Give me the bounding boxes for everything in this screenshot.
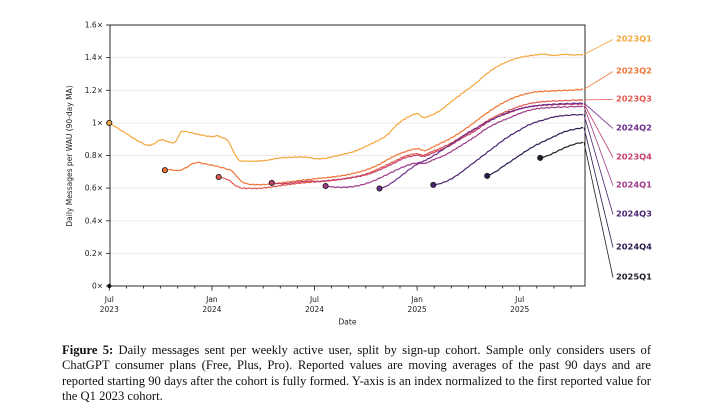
series-label-2024Q1: 2024Q1 <box>616 180 652 190</box>
figure-caption: Figure 5: Daily messages sent per weekly… <box>62 343 651 405</box>
start-marker-2023Q2 <box>162 168 167 173</box>
y-tick-label: 0.8× <box>85 151 103 160</box>
x-tick-label-month: Jul <box>104 295 114 304</box>
series-label-2024Q4: 2024Q4 <box>616 242 652 252</box>
y-axis-title: Daily Messages per WAU (90-day MA) <box>65 85 74 226</box>
y-tick-label: 0.6× <box>85 184 103 193</box>
caption-label: Figure 5: <box>62 343 113 357</box>
start-marker-2023Q4 <box>269 180 274 185</box>
y-tick-label: 0.4× <box>85 216 103 225</box>
x-tick-label-year: 2024 <box>305 305 324 314</box>
y-tick-label: 1.4× <box>85 53 103 62</box>
x-tick-label-year: 2024 <box>202 305 221 314</box>
start-marker-2024Q2 <box>377 186 382 191</box>
series-line-2023Q4 <box>272 104 583 185</box>
leader-line-2025Q1 <box>584 142 613 277</box>
start-marker-2025Q1 <box>538 155 543 160</box>
y-tick-label: 1.2× <box>85 86 103 95</box>
caption-text: Daily messages sent per weekly active us… <box>62 343 651 403</box>
leader-line-2023Q2 <box>584 72 613 90</box>
x-tick-label-month: Jan <box>410 295 423 304</box>
series-line-2024Q4 <box>487 128 583 176</box>
leader-line-2023Q1 <box>584 40 613 55</box>
series-label-2024Q2: 2024Q2 <box>616 123 652 133</box>
y-tick-label: 1.6× <box>85 21 103 30</box>
series-label-2023Q1: 2023Q1 <box>616 34 652 44</box>
series-line-2023Q1 <box>109 54 583 162</box>
series-label-2025Q1: 2025Q1 <box>616 272 652 282</box>
y-tick-label: 0.2× <box>85 249 103 258</box>
series-label-2023Q3: 2023Q3 <box>616 94 652 104</box>
x-tick-label-year: 2023 <box>100 305 119 314</box>
y-tick-label: 1× <box>92 119 103 128</box>
series-label-2024Q3: 2024Q3 <box>616 209 652 219</box>
x-tick-label-year: 2025 <box>510 305 529 314</box>
start-marker-2023Q3 <box>216 174 221 179</box>
leader-line-2024Q3 <box>584 115 613 215</box>
start-marker-2024Q4 <box>485 173 490 178</box>
x-axis-title: Date <box>339 318 357 327</box>
origin-dot <box>107 284 111 288</box>
y-tick-label: 0× <box>92 282 103 291</box>
start-marker-2023Q1 <box>107 120 112 125</box>
chart-canvas: 0×0.2×0.4×0.6×0.8×1×1.2×1.4×1.6×Jul2023J… <box>0 0 711 338</box>
x-tick-label-month: Jul <box>514 295 524 304</box>
start-marker-2024Q3 <box>431 182 436 187</box>
x-tick-label-month: Jan <box>205 295 218 304</box>
series-label-2023Q4: 2023Q4 <box>616 152 652 162</box>
series-label-2023Q2: 2023Q2 <box>616 66 652 76</box>
start-marker-2024Q1 <box>323 183 328 188</box>
x-tick-label-year: 2025 <box>408 305 427 314</box>
x-tick-label-month: Jul <box>309 295 319 304</box>
leader-line-2024Q2 <box>584 103 613 128</box>
